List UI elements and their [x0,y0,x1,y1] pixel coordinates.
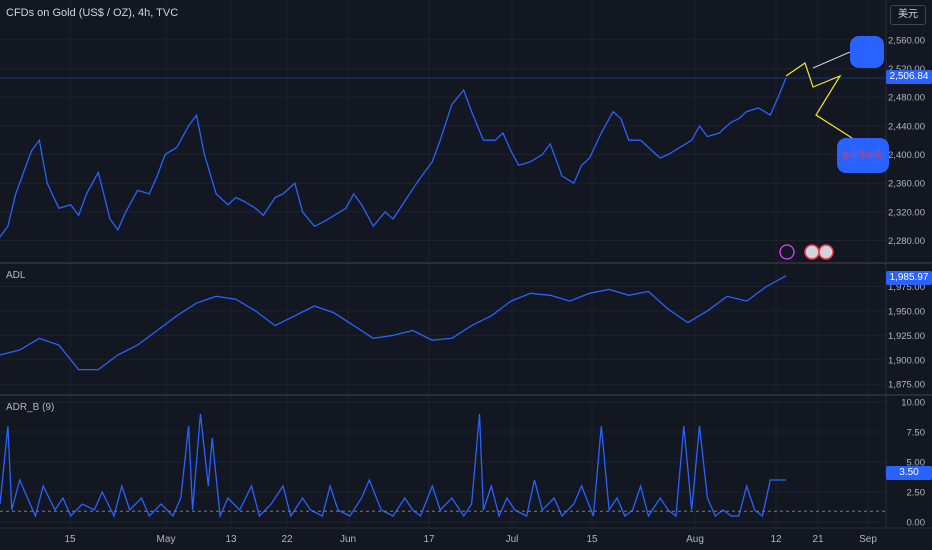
y-tick-label: 2,520.00 [888,64,925,75]
y-tick-label: 1,925.00 [888,331,925,342]
y-tick-label: 2,360.00 [888,179,925,190]
y-tick-label: 1,875.00 [888,380,925,391]
currency-selector[interactable]: 美元 [890,5,926,25]
us-flag-event-icon [804,244,820,260]
y-tick-label: 1,950.00 [888,306,925,317]
us-flag-event-icon-2 [818,244,834,260]
y-tick-label: 1,975.00 [888,282,925,293]
y-tick-label: 0.00 [907,518,926,529]
x-tick-label: 22 [281,534,293,545]
series-line-0 [0,77,787,238]
y-tick-label: 2,400.00 [888,150,925,161]
x-tick-label: May [157,534,176,545]
x-tick-label: 12 [770,534,782,545]
x-tick-label: 13 [225,534,237,545]
price-last-tag: 2,506.84 [886,70,932,84]
x-tick-label: Jun [340,534,356,545]
y-tick-label: 10.00 [901,398,925,409]
y-tick-label: 2,480.00 [888,93,925,104]
adrb-pane-label: ADR_B (9) [6,402,55,413]
x-tick-label: 21 [812,534,824,545]
y-tick-label: 2,440.00 [888,121,925,132]
x-tick-label: 15 [586,534,598,545]
x-tick-label: Sep [859,534,877,545]
adl-last-tag: 1,985.97 [886,271,932,285]
y-tick-label: 2,560.00 [888,35,925,46]
lower-note-bubble[interactable]: pull back [837,138,889,173]
x-tick-label: 17 [423,534,435,545]
y-tick-label: 2.50 [907,488,926,499]
adrb-last-tag: 3.50 [886,466,932,480]
y-tick-label: 2,280.00 [888,236,925,247]
projection-drawing [785,62,853,139]
series-line-1 [0,275,787,371]
x-tick-label: 15 [64,534,76,545]
x-tick-label: Aug [686,534,704,545]
y-tick-label: 1,900.00 [888,355,925,366]
y-tick-label: 7.50 [907,428,926,439]
y-tick-label: 5.00 [907,458,926,469]
callout-pointer [812,51,851,69]
upper-note-bubble[interactable] [850,36,884,68]
x-tick-label: Jul [506,534,519,545]
y-tick-label: 2,320.00 [888,207,925,218]
series-line-2 [0,413,786,519]
dividend-event-icon [779,244,795,260]
adl-pane-label: ADL [6,270,26,281]
chart-title: CFDs on Gold (US$ / OZ), 4h, TVC [6,7,179,19]
